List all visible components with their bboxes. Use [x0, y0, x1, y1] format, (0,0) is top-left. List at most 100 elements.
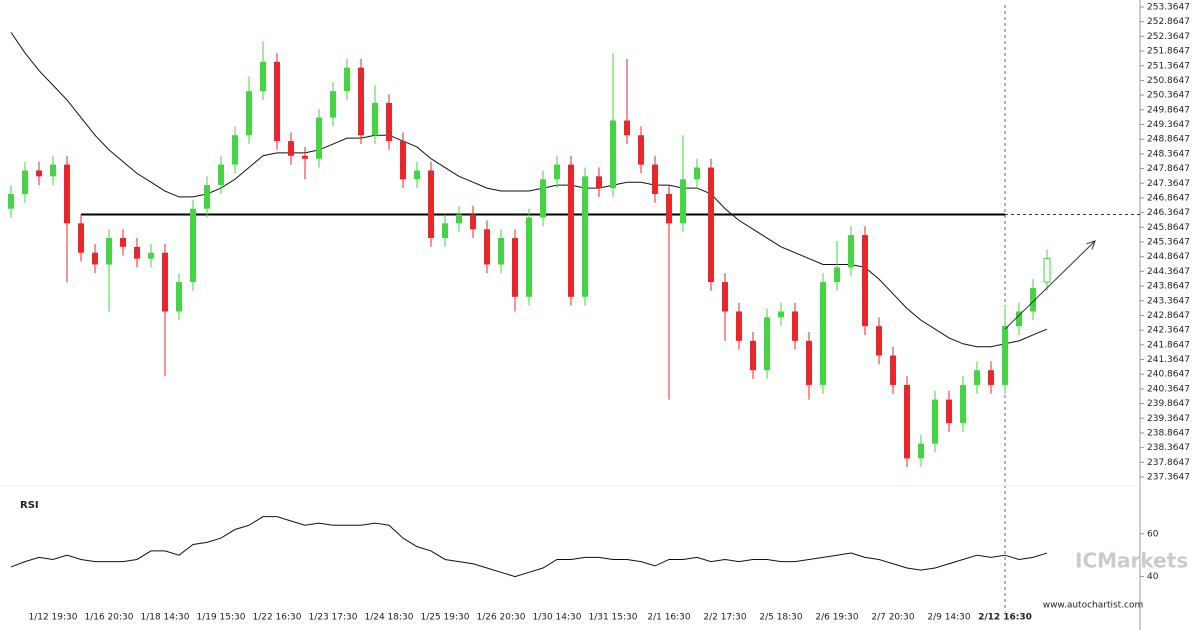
candle-body: [960, 384, 966, 424]
rsi-line: [10, 516, 1048, 578]
candle-body: [1030, 287, 1036, 312]
y-tick-label: 240.3647: [1147, 384, 1190, 394]
y-tick-label: 253.3647: [1147, 3, 1190, 13]
candle-body: [1002, 326, 1008, 385]
x-tick-label: 1/31 15:30: [588, 613, 637, 623]
x-tick-label: 1/12 19:30: [28, 613, 77, 623]
projection-arrowhead: [1086, 240, 1096, 250]
candle-body: [1016, 311, 1022, 327]
candle-body: [666, 193, 672, 224]
x-tick-label: 1/16 20:30: [84, 613, 133, 623]
y-tick-label: 250.3647: [1147, 91, 1190, 101]
y-tick-label: 247.3647: [1147, 179, 1190, 189]
rsi-title: RSI: [20, 500, 39, 511]
y-tick-label: 241.8647: [1147, 340, 1190, 350]
rsi-tick-label: 40: [1147, 572, 1159, 582]
candle-body: [764, 317, 770, 371]
x-tick-label: 2/2 17:30: [703, 613, 747, 623]
candle-body: [904, 384, 910, 459]
candle-body: [834, 267, 840, 283]
candle-body: [1043, 258, 1051, 283]
candle-body: [568, 164, 574, 297]
y-tick-label: 241.3647: [1147, 355, 1190, 365]
candle-body: [680, 179, 686, 224]
candle-body: [806, 340, 812, 385]
x-tick-label: 1/25 19:30: [420, 613, 469, 623]
candle-body: [582, 176, 588, 297]
y-tick-label: 244.3647: [1147, 267, 1190, 277]
y-tick-label: 252.3647: [1147, 32, 1190, 42]
candle-body: [372, 102, 378, 136]
x-tick-label: 1/26 20:30: [476, 613, 525, 623]
candle-body: [92, 252, 98, 265]
candle-body: [288, 141, 294, 156]
x-tick-label: 2/1 16:30: [647, 613, 691, 623]
candle-body: [470, 214, 476, 230]
candle-body: [526, 217, 532, 297]
x-tick-label: 1/22 16:30: [252, 613, 301, 623]
candle-body: [918, 443, 924, 459]
x-tick-label: 2/9 14:30: [927, 613, 971, 623]
candle-body: [106, 238, 112, 265]
candle-body: [162, 252, 168, 312]
y-tick-label: 249.3647: [1147, 120, 1190, 130]
candle-body: [428, 170, 434, 239]
candle-body: [652, 164, 658, 194]
candle-body: [694, 167, 700, 180]
candle-body: [820, 282, 826, 385]
y-tick-label: 244.8647: [1147, 252, 1190, 262]
projection-arrow: [1004, 240, 1096, 330]
moving-average: [10, 32, 1048, 348]
y-tick-label: 251.8647: [1147, 47, 1190, 57]
candle-body: [344, 67, 350, 92]
candle-body: [358, 67, 364, 136]
candle-body: [134, 246, 140, 259]
candle-body: [204, 185, 210, 209]
y-tick-label: 250.8647: [1147, 76, 1190, 86]
y-tick-label: 251.3647: [1147, 61, 1190, 71]
candle-body: [218, 164, 224, 186]
candle-body: [260, 61, 266, 92]
candle-body: [442, 223, 448, 239]
candle-body: [176, 282, 182, 312]
y-tick-label: 247.8647: [1147, 164, 1190, 174]
candle-body: [386, 102, 392, 142]
candle-body: [862, 235, 868, 327]
y-tick-label: 237.8647: [1147, 458, 1190, 468]
y-tick-label: 243.3647: [1147, 296, 1190, 306]
x-tick-label: 1/24 18:30: [364, 613, 413, 623]
candle-body: [638, 135, 644, 165]
candle-body: [232, 135, 238, 165]
candle-body: [64, 164, 70, 224]
candle-body: [540, 179, 546, 218]
y-tick-label: 245.8647: [1147, 223, 1190, 233]
candle-body: [596, 176, 602, 189]
candle-body: [274, 61, 280, 142]
x-tick-label: 2/12 16:30: [978, 613, 1032, 623]
candle-body: [736, 311, 742, 341]
y-tick-label: 246.3647: [1147, 208, 1190, 218]
y-tick-label: 238.8647: [1147, 428, 1190, 438]
candle-body: [302, 155, 308, 159]
x-tick-label: 2/6 19:30: [815, 613, 859, 623]
candle-body: [148, 252, 154, 259]
candle-body: [722, 282, 728, 312]
candle-body: [316, 117, 322, 159]
candle-body: [414, 170, 420, 180]
candle-body: [932, 399, 938, 444]
candle-body: [974, 370, 980, 385]
y-tick-label: 243.8647: [1147, 282, 1190, 292]
candle-body: [22, 170, 28, 194]
rsi-tick-label: 60: [1147, 529, 1159, 539]
candle-body: [8, 193, 14, 209]
candle-body: [946, 399, 952, 424]
y-tick-label: 237.3647: [1147, 473, 1190, 483]
candle-body: [624, 120, 630, 136]
candle-body: [750, 340, 756, 371]
y-tick-label: 239.8647: [1147, 399, 1190, 409]
candle-body: [484, 229, 490, 265]
y-tick-label: 248.3647: [1147, 149, 1190, 159]
candle-body: [848, 235, 854, 268]
